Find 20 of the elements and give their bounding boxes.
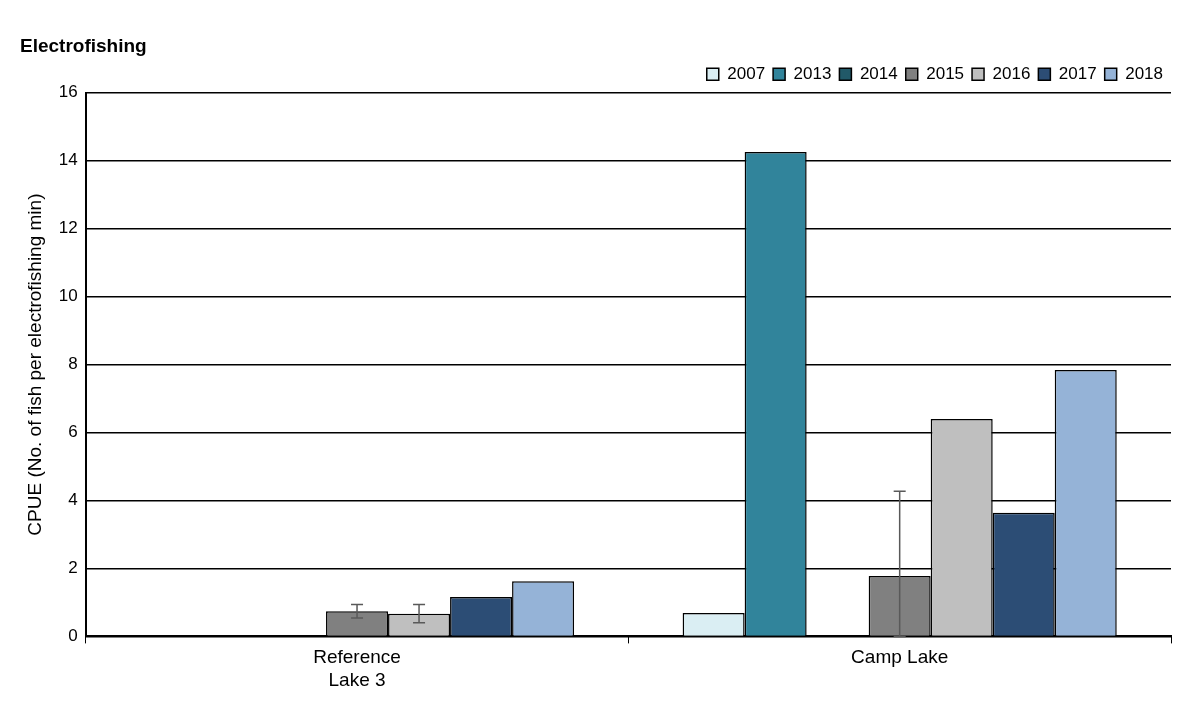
legend-label: 2018 [1125, 63, 1164, 83]
legend-label: 2017 [1058, 63, 1097, 83]
legend-label: 2013 [793, 63, 832, 83]
x-tick-label: Reference Lake 3 [313, 646, 401, 690]
y-tick-label: 16 [58, 82, 78, 102]
x-tick-label: Camp Lake [851, 646, 949, 668]
legend-label: 2007 [727, 63, 766, 83]
y-tick-label: 8 [68, 354, 78, 374]
y-axis-title: CPUE (No. of fish per electrofishing min) [23, 193, 45, 536]
y-tick-label: 4 [68, 490, 78, 510]
y-tick-label: 14 [58, 150, 78, 170]
y-tick-label: 2 [68, 558, 78, 578]
legend-label: 2016 [992, 63, 1031, 83]
legend-label: 2014 [859, 63, 898, 83]
y-tick-label: 6 [68, 422, 78, 442]
y-tick-label: 10 [58, 286, 78, 306]
y-tick-label: 0 [68, 626, 78, 646]
legend-label: 2015 [926, 63, 965, 83]
y-tick-label: 12 [58, 218, 78, 238]
chart-title: Electrofishing [20, 34, 147, 56]
